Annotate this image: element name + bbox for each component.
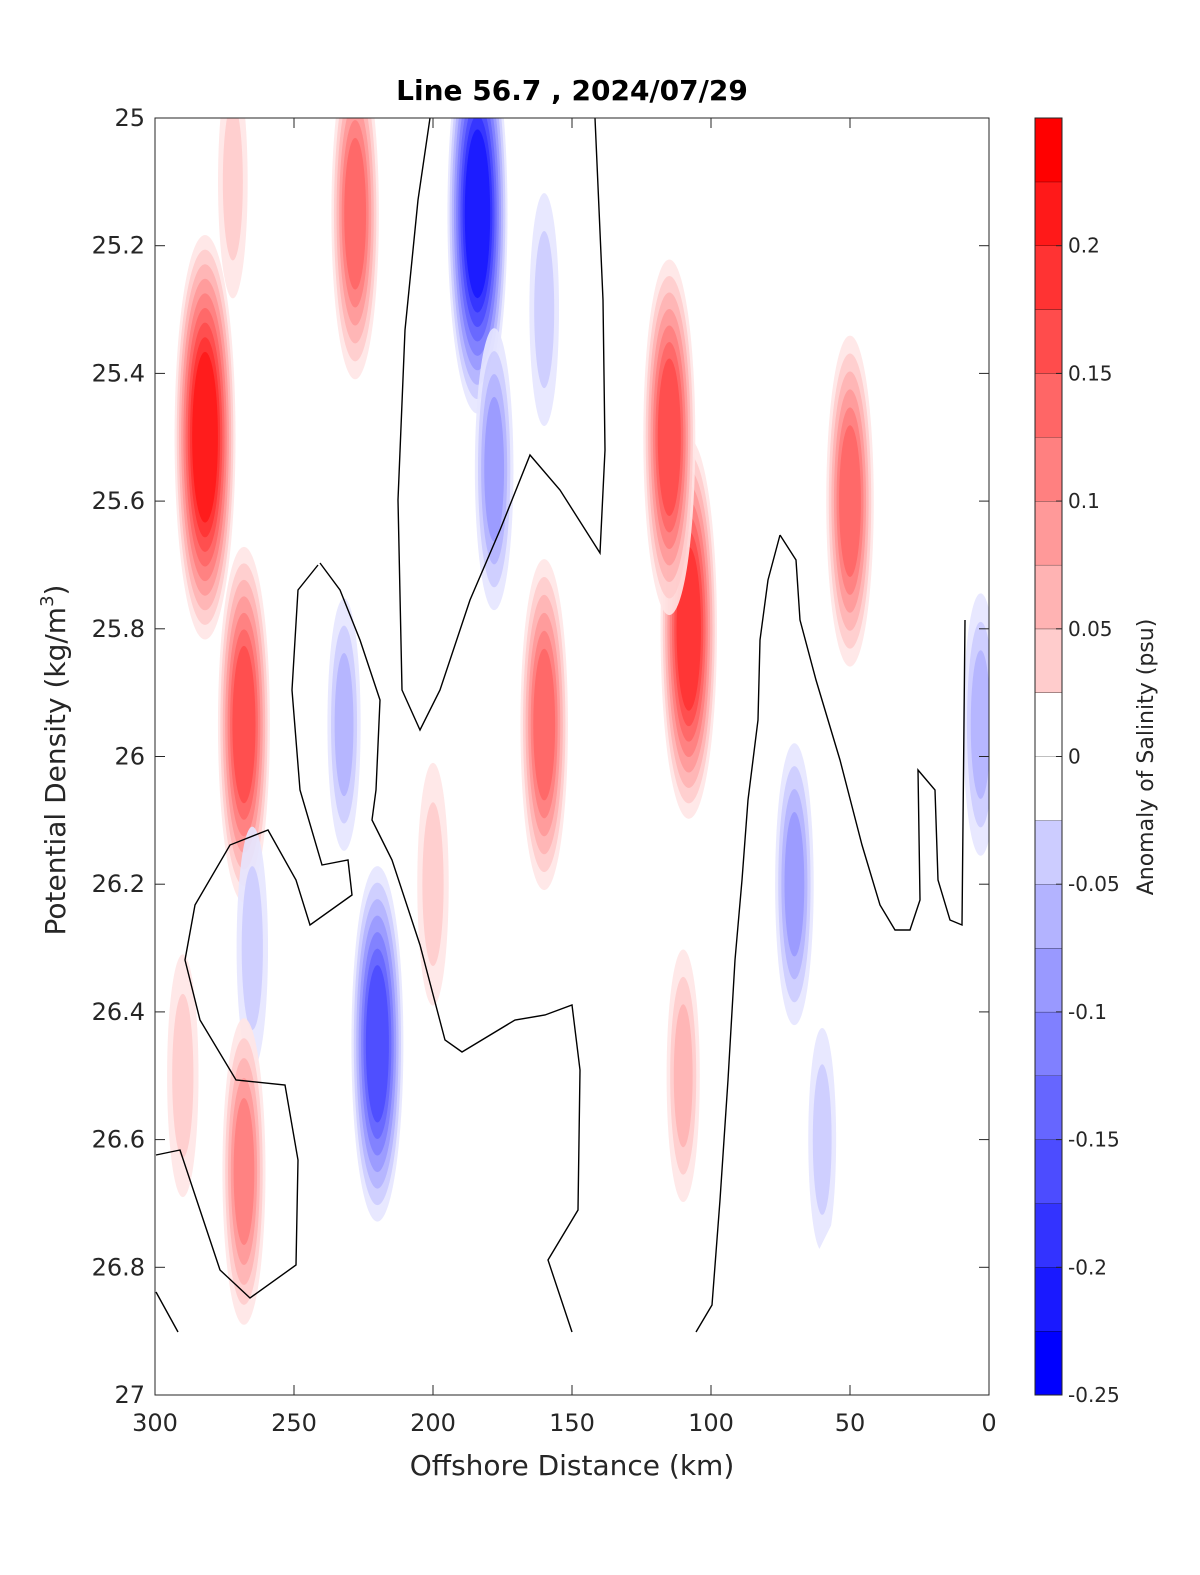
x-tick-label: 50	[835, 1409, 866, 1437]
x-tick-label: 150	[549, 1409, 595, 1437]
colorbar-tick-label: -0.1	[1068, 1000, 1107, 1024]
contour-band	[784, 811, 805, 957]
contour-band	[232, 645, 256, 804]
x-axis-ticks: 300 250 200 150 100 50 0	[132, 118, 997, 1437]
colorbar: 0.2 0.15 0.1 0.05 0 -0.05 -0.1 -0.15 -0.2 -0.25	[1034, 117, 1120, 1407]
colorbar-tick-label: 0	[1068, 745, 1081, 769]
colorbar-tick-label: 0.05	[1068, 617, 1113, 641]
colorbar-tick-label: -0.2	[1068, 1255, 1107, 1279]
zero-contours	[155, 118, 966, 1333]
colorbar-band	[1035, 1331, 1062, 1395]
zero-contour-line	[695, 534, 781, 1333]
contour-band	[241, 866, 263, 1030]
contour-field	[155, 118, 989, 1395]
x-tick-label: 300	[132, 1409, 178, 1437]
x-tick-label: 250	[271, 1409, 317, 1437]
colorbar-band	[1035, 501, 1062, 565]
colorbar-tick-label: -0.25	[1068, 1383, 1120, 1407]
colorbar-band	[1035, 437, 1062, 502]
colorbar-band	[1035, 1011, 1062, 1076]
colorbar-band	[1035, 118, 1062, 182]
contour-band	[365, 965, 389, 1123]
contour-band	[334, 653, 354, 797]
y-axis-ticks: 25 25.2 25.4 25.6 25.8 26 26.2 26.4 26.6 26.8 27	[92, 104, 989, 1409]
colorbar-band	[1035, 1267, 1062, 1332]
contour-band	[812, 1064, 832, 1215]
colorbar-band	[1035, 564, 1062, 629]
contour-band	[222, 118, 243, 261]
zero-contour-line	[319, 562, 581, 1333]
y-tick-label: 26.6	[92, 1126, 145, 1154]
colorbar-band	[1035, 1139, 1062, 1204]
chart-title: Line 56.7 , 2024/07/29	[396, 74, 748, 107]
colorbar-bands	[1035, 117, 1062, 1395]
colorbar-band	[1035, 373, 1062, 438]
colorbar-tick-label: 0.1	[1068, 489, 1100, 513]
no-data-region	[155, 884, 989, 1395]
contour-band	[534, 230, 555, 389]
colorbar-band	[1035, 245, 1062, 310]
contour-band	[192, 351, 218, 523]
colorbar-band	[1035, 884, 1062, 949]
y-tick-label: 26.8	[92, 1253, 145, 1281]
contour-band	[533, 648, 556, 801]
y-tick-label: 25.6	[92, 487, 145, 515]
contour-band	[344, 137, 367, 290]
colorbar-band	[1035, 628, 1062, 693]
colorbar-frame	[1034, 117, 1063, 1396]
y-tick-label: 25.8	[92, 615, 145, 643]
x-tick-label: 0	[981, 1409, 996, 1437]
y-axis-label-sup: 3	[37, 595, 58, 606]
plot-area	[155, 118, 989, 1395]
contour-band	[657, 358, 681, 516]
contour-band	[233, 1097, 255, 1246]
zero-contour-line	[155, 564, 353, 1299]
y-tick-label: 26	[114, 743, 145, 771]
contour-band	[172, 993, 194, 1158]
y-tick-label: 25.4	[92, 359, 145, 387]
colorbar-tick-label: 0.2	[1068, 234, 1100, 258]
y-axis-label-close: )	[39, 585, 72, 596]
y-tick-label: 25.2	[92, 232, 145, 260]
colorbar-band	[1035, 309, 1062, 374]
colorbar-tick-label: 0.15	[1068, 361, 1113, 385]
field-blobs	[167, 118, 989, 1325]
x-axis-label: Offshore Distance (km)	[410, 1449, 735, 1482]
y-tick-label: 25	[114, 104, 145, 132]
colorbar-band	[1035, 181, 1062, 246]
colorbar-label: Anomaly of Salinity (psu)	[1134, 619, 1159, 896]
y-tick-label: 26.2	[92, 870, 145, 898]
y-axis-label-text: Potential Density (kg/m	[39, 607, 72, 936]
contour-band	[839, 425, 861, 577]
colorbar-band	[1035, 820, 1062, 885]
x-tick-label: 200	[410, 1409, 456, 1437]
plot-frame	[154, 117, 990, 1396]
y-tick-label: 27	[114, 1381, 145, 1409]
plot-background	[155, 118, 989, 1395]
colorbar-band	[1035, 948, 1062, 1012]
contour-band	[970, 650, 989, 799]
y-tick-label: 26.4	[92, 998, 145, 1026]
zero-contour-line	[155, 1291, 179, 1333]
colorbar-band	[1035, 1203, 1062, 1268]
colorbar-band	[1035, 756, 1062, 821]
y-axis-label: Potential Density (kg/m3)	[37, 585, 72, 936]
colorbar-tick-label: -0.05	[1068, 872, 1120, 896]
colorbar-ticks: 0.2 0.15 0.1 0.05 0 -0.05 -0.1 -0.15 -0.2 -0.25	[1056, 234, 1120, 1407]
contour-band	[484, 396, 505, 542]
zero-contour-line	[397, 118, 606, 732]
colorbar-tick-label: -0.15	[1068, 1128, 1120, 1152]
colorbar-band	[1035, 1075, 1062, 1140]
contour-band	[464, 129, 491, 299]
colorbar-band	[1035, 692, 1062, 757]
contour-band	[673, 1004, 693, 1148]
zero-contour-line	[779, 534, 966, 931]
x-tick-label: 100	[688, 1409, 734, 1437]
contour-band	[422, 802, 444, 967]
